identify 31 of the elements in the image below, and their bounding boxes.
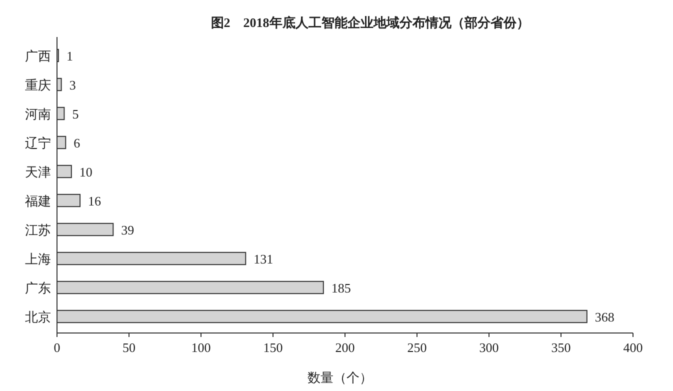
y-tick-label: 上海 <box>25 252 51 266</box>
y-tick-label: 广东 <box>25 280 51 296</box>
data-label: 39 <box>121 222 134 238</box>
y-tick-label: 重庆 <box>25 78 51 92</box>
data-label: 185 <box>331 280 351 296</box>
data-label: 16 <box>88 194 102 208</box>
chart-title: 图2 2018年底人工智能企业地域分布情况（部分省份） <box>210 15 530 30</box>
x-tick-label: 50 <box>122 340 136 355</box>
y-tick-label: 辽宁 <box>25 136 51 150</box>
y-tick-label: 北京 <box>25 310 51 324</box>
data-label: 10 <box>79 164 92 180</box>
data-label: 131 <box>254 252 274 266</box>
x-tick-label: 100 <box>191 340 211 355</box>
data-label: 1 <box>66 48 73 64</box>
x-tick-label: 0 <box>54 340 60 355</box>
y-tick-label: 广西 <box>25 48 51 64</box>
data-label: 3 <box>69 78 76 92</box>
y-tick-label: 江苏 <box>25 222 51 238</box>
x-tick-label: 150 <box>263 340 283 355</box>
data-label: 6 <box>74 136 81 150</box>
y-tick-label: 河南 <box>25 106 51 122</box>
x-axis-title: 数量（个） <box>308 370 372 385</box>
y-tick-label: 福建 <box>25 194 51 208</box>
x-tick-label: 200 <box>335 340 355 355</box>
x-tick-label: 350 <box>551 340 571 355</box>
y-tick-label: 天津 <box>25 164 51 180</box>
x-tick-label: 300 <box>479 340 499 355</box>
data-label: 5 <box>72 106 79 122</box>
data-label: 368 <box>594 310 614 324</box>
x-tick-label: 400 <box>623 340 643 355</box>
x-tick-label: 250 <box>407 340 427 355</box>
